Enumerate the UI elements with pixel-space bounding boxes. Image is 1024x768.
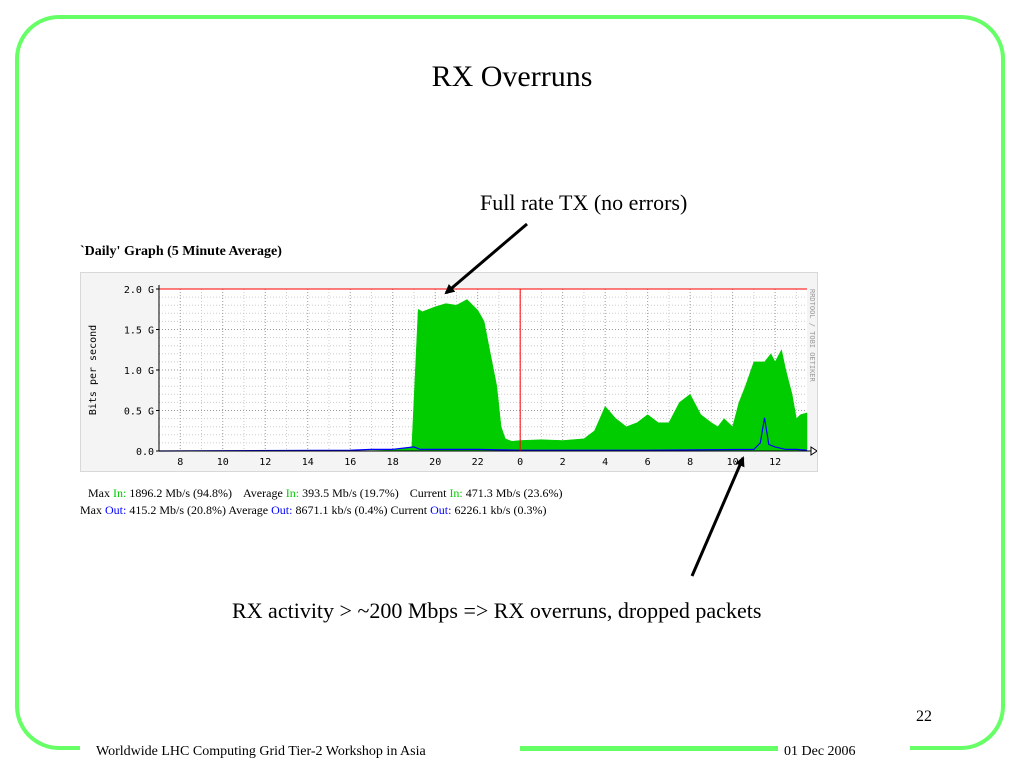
stats-in-avg-label: Average <box>243 486 283 500</box>
stats-in-label-2: In: <box>285 486 300 500</box>
y-tick-label: 0.0 <box>136 447 154 458</box>
x-tick-label: 12 <box>769 457 781 468</box>
stats-out-label: Out: <box>105 503 127 517</box>
x-tick-label: 20 <box>429 457 441 468</box>
footer-date: 01 Dec 2006 <box>784 744 856 759</box>
stats-out-max-value: 415.2 Mb/s (20.8%) <box>129 503 227 517</box>
rrdtool-watermark: RRDTOOL / TOBI OETIKER <box>808 289 816 383</box>
mrtg-graph: 0.0 0.5 G 1.0 G 1.5 G 2.0 G 8 10 12 14 16 18 20 22 0 2… <box>80 272 818 472</box>
x-tick-label: 8 <box>177 457 183 468</box>
stats-out-label-2: Out: <box>271 503 293 517</box>
page-number: 22 <box>916 708 932 725</box>
stats-out-max-label: Max <box>80 503 102 517</box>
x-tick-label: 16 <box>344 457 356 468</box>
arrow-to-tx-peak <box>444 222 528 295</box>
x-tick-label: 10 <box>217 457 229 468</box>
series-out-line <box>158 417 808 452</box>
annotation-full-rate-tx: Full rate TX (no errors) <box>480 190 688 215</box>
stats-out-cur-value: 6226.1 kb/s (0.3%) <box>454 503 547 517</box>
x-tick-label: 8 <box>687 457 693 468</box>
stats-in-max-value: 1896.2 Mb/s (94.8%) <box>129 486 233 500</box>
footer-gap <box>80 740 910 764</box>
stats-in-max-label: Max <box>88 486 110 500</box>
stats-in-label-3: In: <box>449 486 463 500</box>
stats-out-cur-label: Current <box>390 503 428 517</box>
stats-out-avg-label: Average <box>228 503 269 517</box>
stats-in-cur-value: 471.3 Mb/s (23.6%) <box>465 486 563 500</box>
graph-title: `Daily' Graph (5 Minute Average) <box>80 244 282 259</box>
x-tick-label: 2 <box>560 457 566 468</box>
x-tick-label: 10 <box>727 457 739 468</box>
x-tick-label: 22 <box>472 457 484 468</box>
y-axis-label: Bits per second <box>88 325 99 415</box>
footer-divider-line <box>520 746 778 751</box>
y-tick-label: 1.0 G <box>124 366 154 377</box>
series-in-area <box>159 299 808 452</box>
stats-in-row: Max In: 1896.2 Mb/s (94.8%) Average In: … <box>80 486 562 501</box>
x-tick-label: 4 <box>602 457 608 468</box>
stats-in-cur-label: Current <box>409 486 447 500</box>
stats-out-avg-value: 8671.1 kb/s (0.4%) <box>295 503 388 517</box>
x-tick-label: 12 <box>259 457 271 468</box>
stats-in-label: In: <box>113 486 127 500</box>
traffic-chart: 0.0 0.5 G 1.0 G 1.5 G 2.0 G 8 10 12 14 16 18 20 22 0 2… <box>88 285 817 468</box>
y-tick-label: 2.0 G <box>124 285 154 296</box>
x-axis-arrow <box>810 446 817 456</box>
footer-workshop-name: Worldwide LHC Computing Grid Tier-2 Work… <box>96 744 426 759</box>
stats-out-label-3: Out: <box>430 503 452 517</box>
x-tick-label: 6 <box>645 457 651 468</box>
x-tick-label: 18 <box>387 457 399 468</box>
x-tick-label: 0 <box>517 457 523 468</box>
annotation-rx-activity: RX activity > ~200 Mbps => RX overruns, … <box>232 598 762 623</box>
slide-title: RX Overruns <box>431 60 593 93</box>
arrow-to-rx-spike <box>690 456 745 577</box>
y-tick-label: 1.5 G <box>124 326 154 337</box>
stats-in-avg-value: 393.5 Mb/s (19.7%) <box>302 486 399 500</box>
x-tick-label: 14 <box>302 457 314 468</box>
y-tick-label: 0.5 G <box>124 407 154 418</box>
stats-out-row: Max Out: 415.2 Mb/s (20.8%) Average Out:… <box>80 503 546 518</box>
